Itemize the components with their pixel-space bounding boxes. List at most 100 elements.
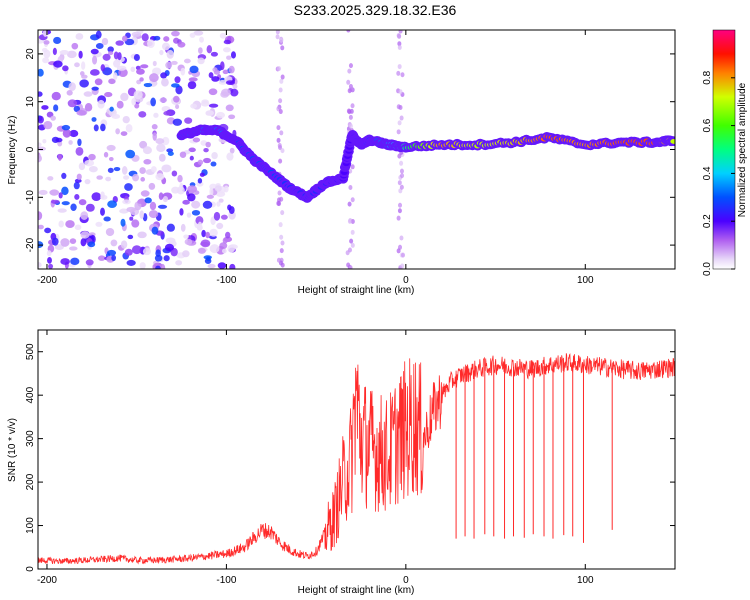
streak-blob [277, 190, 282, 196]
speckle-blob [161, 164, 172, 173]
streak-blob [279, 196, 284, 202]
speckle-blob [116, 100, 124, 109]
speckle-blob [95, 221, 103, 227]
speckle-blob [47, 256, 52, 264]
speckle-blob [79, 71, 85, 76]
speckle-blob [199, 36, 204, 43]
speckle-blob [38, 115, 44, 124]
speckle-blob [59, 50, 69, 55]
spectrogram-x-label: Height of straight line (km) [298, 285, 415, 296]
speckle-blob [139, 210, 145, 219]
speckle-blob [158, 153, 166, 162]
speckle-blob [134, 103, 140, 109]
speckle-blob [229, 263, 236, 269]
speckle-blob [139, 140, 148, 149]
speckle-blob [129, 216, 134, 221]
speckle-blob [78, 50, 83, 59]
speckle-blob [161, 42, 170, 51]
speckle-blob [102, 53, 111, 61]
speckle-blob [221, 88, 231, 97]
speckle-blob [38, 224, 44, 230]
speckle-blob [58, 220, 64, 228]
speckle-blob [206, 45, 213, 54]
speckle-blob [151, 81, 158, 86]
speckle-blob [189, 65, 199, 74]
speckle-blob [122, 35, 128, 42]
speckle-blob [155, 173, 165, 181]
speckle-blob [115, 128, 120, 135]
speckle-blob [97, 99, 105, 109]
speckle-blob [53, 60, 63, 68]
speckle-blob [74, 224, 82, 231]
speckle-blob [132, 173, 140, 182]
speckle-blob [41, 105, 49, 110]
colorbar: 0.0 0.2 0.4 0.6 0.8 Normalized spectral ampl… [702, 29, 748, 276]
streak-blob [399, 184, 404, 190]
speckle-blob [84, 159, 95, 167]
y-tick-label: -20 [25, 237, 36, 252]
speckle-blob [142, 247, 152, 256]
speckle-blob [227, 204, 232, 211]
speckle-blob [223, 39, 231, 45]
speckle-blob [62, 129, 71, 138]
speckle-blob [107, 200, 117, 208]
streak-blob [400, 263, 405, 269]
speckle-blob [179, 182, 184, 192]
ridge-core [670, 139, 675, 144]
speckle-blob [230, 88, 239, 97]
speckle-blob [153, 112, 159, 118]
speckle-blob [91, 192, 102, 201]
speckle-blob [221, 248, 227, 254]
streak-blob [346, 108, 351, 114]
speckle-blob [67, 99, 78, 108]
speckle-blob [95, 30, 102, 39]
streak-blob [277, 66, 282, 72]
speckle-blob [38, 142, 42, 147]
speckle-blob [101, 37, 109, 46]
speckle-blob [205, 141, 211, 148]
speckle-blob [227, 244, 236, 253]
streak-blob [345, 250, 350, 256]
speckle-blob [133, 90, 143, 100]
speckle-blob [140, 64, 149, 69]
streak-blob [347, 201, 352, 207]
speckle-blob [113, 51, 119, 60]
speckle-blob [133, 53, 140, 61]
streak-blob [400, 173, 405, 179]
streak-blob [280, 74, 285, 80]
speckle-blob [195, 216, 204, 225]
speckle-blob [76, 110, 87, 116]
speckle-blob [216, 201, 221, 207]
speckle-blob [184, 117, 193, 124]
speckle-blob [149, 73, 159, 83]
speckle-blob [81, 61, 86, 70]
y-tick-label: 300 [25, 430, 36, 447]
streak-blob [350, 242, 355, 248]
speckle-blob [229, 147, 235, 154]
speckle-blob [171, 83, 180, 88]
streak-blob [279, 234, 284, 240]
streak-blob [275, 30, 280, 35]
streak-blob [278, 158, 283, 164]
streak-blob [347, 68, 352, 74]
speckle-blob [167, 151, 174, 156]
colorbar-tick-label: 0.2 [702, 214, 713, 228]
speckle-blob [109, 106, 114, 112]
streak-blob [347, 218, 352, 224]
speckle-blob [100, 123, 106, 132]
streak-blob [276, 137, 281, 143]
speckle-blob [85, 259, 94, 266]
speckle-blob [210, 51, 218, 57]
speckle-blob [100, 191, 105, 199]
speckle-blob [161, 78, 169, 87]
speckle-blob [110, 239, 118, 247]
speckle-blob [85, 203, 95, 212]
speckle-blob [57, 153, 62, 161]
speckle-blob [188, 147, 196, 153]
speckle-blob [42, 57, 50, 64]
y-tick-label: 10 [25, 96, 36, 108]
speckle-blob [106, 144, 116, 152]
speckle-blob [153, 35, 161, 41]
speckle-blob [55, 137, 63, 143]
